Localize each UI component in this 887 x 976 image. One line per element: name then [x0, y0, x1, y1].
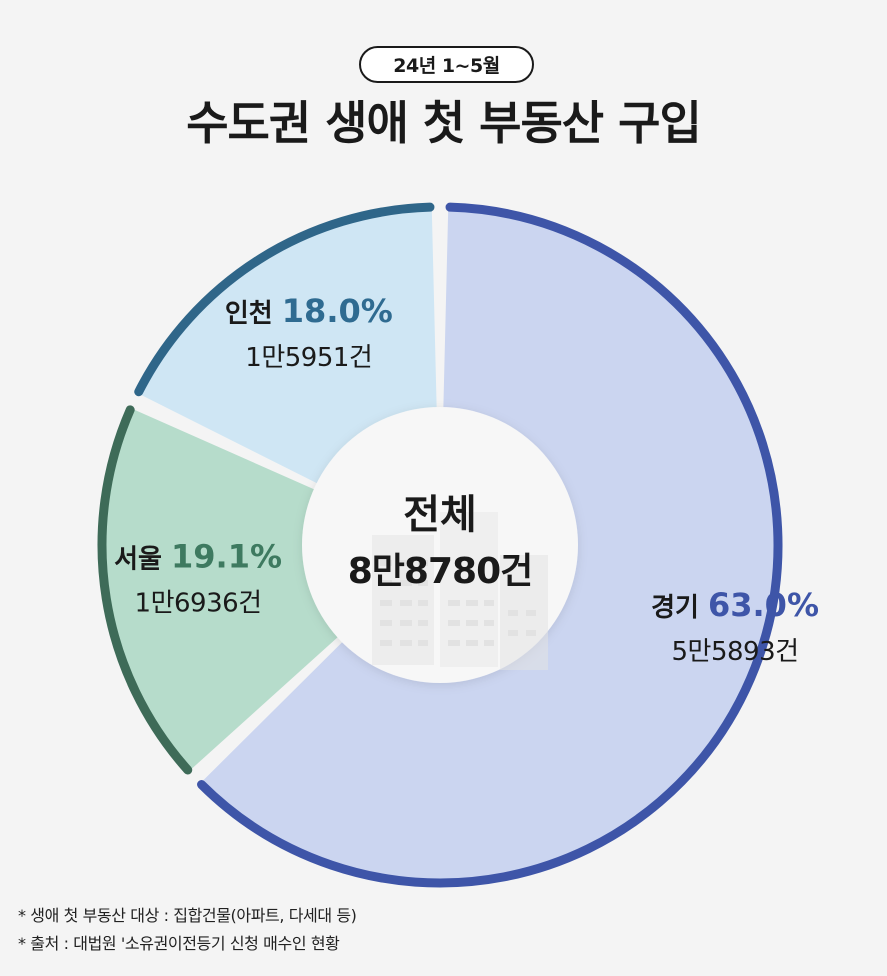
- slice-ring-seoul: [97, 405, 193, 775]
- slice-ring-incheon: [134, 202, 435, 397]
- slice-label-incheon: 인천 18.0%: [225, 292, 393, 330]
- footnote-target: * 생애 첫 부동산 대상 : 집합건물(아파트, 다세대 등): [18, 906, 357, 925]
- slice-labels: 경기 63.0% 5만5893건 서울 19.1% 1만6936건 인천 18.0% 1만…: [114, 292, 819, 667]
- slice-percent-incheon: 18.0%: [282, 292, 393, 330]
- slice-label-seoul: 서울 19.1%: [114, 538, 282, 576]
- chart-center: 전체 8만8780건: [302, 407, 578, 683]
- period-badge: 24년 1~5월: [359, 46, 534, 83]
- slice-name-incheon: 인천: [225, 299, 282, 329]
- center-label: 전체: [403, 492, 477, 538]
- slice-percent-gyeonggi: 63.0%: [708, 586, 819, 624]
- slice-count-seoul: 1만6936건: [135, 589, 262, 619]
- slice-count-incheon: 1만5951건: [245, 343, 372, 373]
- pie-slice-seoul: [99, 407, 440, 774]
- footnotes: * 생애 첫 부동산 대상 : 집합건물(아파트, 다세대 등) * 출처 : …: [18, 902, 357, 958]
- slice-count-gyeonggi: 5만5893건: [672, 637, 799, 667]
- period-label: 24년 1~5월: [393, 55, 500, 77]
- building-illustration: [372, 512, 548, 670]
- slice-ring-gyeonggi: [197, 202, 783, 888]
- footnote-source: * 출처 : 대법원 '소유권이전등기 신청 매수인 현황: [18, 934, 340, 953]
- slice-percent-seoul: 19.1%: [171, 538, 282, 576]
- slice-label-gyeonggi: 경기 63.0%: [651, 586, 819, 624]
- center-total: 8만8780건: [348, 551, 532, 592]
- slice-name-seoul: 서울: [114, 545, 171, 575]
- slice-name-gyeonggi: 경기: [651, 593, 708, 623]
- page-title: 수도권 생애 첫 부동산 구입: [186, 96, 702, 150]
